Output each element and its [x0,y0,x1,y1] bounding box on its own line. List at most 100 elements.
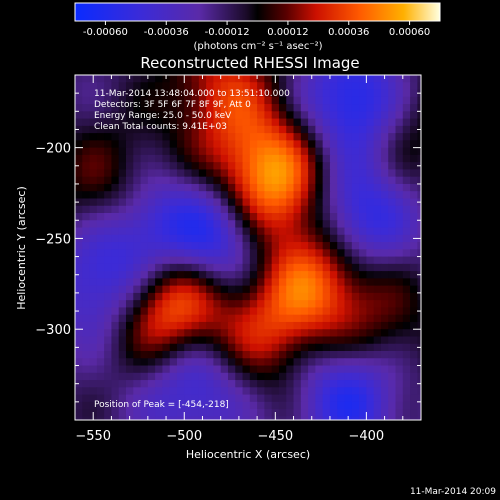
heatmap-cell [359,329,367,338]
heatmap-cell [140,213,149,221]
heatmap-cell [75,111,83,120]
heatmap-cell [198,271,207,279]
heatmap-cell [380,133,389,141]
heatmap-cell [410,111,418,120]
heatmap-cell [191,162,200,171]
heatmap-cell [147,292,156,301]
heatmap-cell [315,409,324,417]
heatmap-cell [373,336,382,345]
heatmap-cell [249,380,258,388]
heatmap-cell [359,133,367,141]
heatmap-cell [155,147,164,156]
heatmap-cell [395,249,404,258]
heatmap-cell [198,242,207,250]
heatmap-cell [388,125,397,134]
heatmap-cell [89,285,98,294]
heatmap-cell [227,227,236,236]
heatmap-cell [351,263,360,272]
heatmap-cell [118,82,127,91]
heatmap-cell [198,220,207,229]
heatmap-cell [417,154,421,163]
heatmap-cell [213,176,222,185]
heatmap-cell [147,263,156,272]
heatmap-cell [249,336,258,345]
heatmap-cell [293,198,302,207]
heatmap-cell [293,162,302,171]
heatmap-cell [329,256,338,265]
heatmap-cell [125,300,134,309]
heatmap-cell [410,394,418,403]
heatmap-cell [278,176,287,185]
heatmap-cell [82,191,91,200]
heatmap-cell [206,140,214,149]
heatmap-cell [147,416,156,420]
heatmap-cell [147,387,156,396]
heatmap-cell [249,140,258,149]
heatmap-cell [104,263,113,272]
heatmap-cell [322,75,331,83]
heatmap-cell [257,234,265,243]
heatmap-cell [380,82,389,91]
heatmap-cell [271,220,280,229]
heatmap-cell [257,227,265,236]
heatmap-cell [380,271,389,279]
heatmap-cell [278,358,287,367]
heatmap-cell [417,329,421,338]
heatmap-cell [75,220,83,229]
heatmap-cell [395,307,404,316]
heatmap-cell [242,278,251,287]
heatmap-cell [308,394,316,403]
heatmap-cell [373,154,382,163]
heatmap-cell [104,162,113,171]
heatmap-cell [366,387,375,396]
heatmap-cell [242,191,251,200]
heatmap-cell [329,416,338,420]
heatmap-cell [300,220,309,229]
heatmap-cell [300,111,309,120]
heatmap-cell [322,104,331,112]
heatmap-cell [271,162,280,171]
heatmap-cell [140,162,149,171]
heatmap-cell [264,118,273,127]
heatmap-cell [373,372,382,381]
heatmap-cell [293,409,302,417]
heatmap-cell [206,234,214,243]
heatmap-cell [220,176,229,185]
heatmap-cell [257,133,265,141]
heatmap-cell [125,372,134,381]
heatmap-cell [359,409,367,417]
heatmap-cell [184,104,193,112]
heatmap-cell [315,365,324,374]
heatmap-cell [82,242,91,250]
heatmap-cell [206,183,214,192]
heatmap-cell [300,300,309,309]
heatmap-cell [176,336,185,345]
heatmap-cell [147,96,156,105]
heatmap-cell [125,336,134,345]
heatmap-cell [388,256,397,265]
heatmap-cell [402,169,411,178]
heatmap-cell [162,343,171,352]
heatmap-cell [264,75,273,83]
heatmap-cell [184,387,193,396]
heatmap-cell [322,213,331,221]
heatmap-cell [308,191,316,200]
heatmap-cell [264,329,273,338]
heatmap-cell [162,380,171,388]
heatmap-cell [308,242,316,250]
heatmap-cell [351,278,360,287]
heatmap-cell [351,314,360,323]
heatmap-cell [249,394,258,403]
heatmap-cell [271,336,280,345]
heatmap-cell [388,365,397,374]
heatmap-cell [286,307,295,316]
heatmap-cell [271,329,280,338]
heatmap-cell [395,372,404,381]
heatmap-cell [235,104,244,112]
heatmap-cell [96,220,105,229]
heatmap-cell [104,191,113,200]
heatmap-cell [366,394,375,403]
heatmap-cell [104,183,113,192]
heatmap-cell [125,278,134,287]
heatmap-cell [278,154,287,163]
